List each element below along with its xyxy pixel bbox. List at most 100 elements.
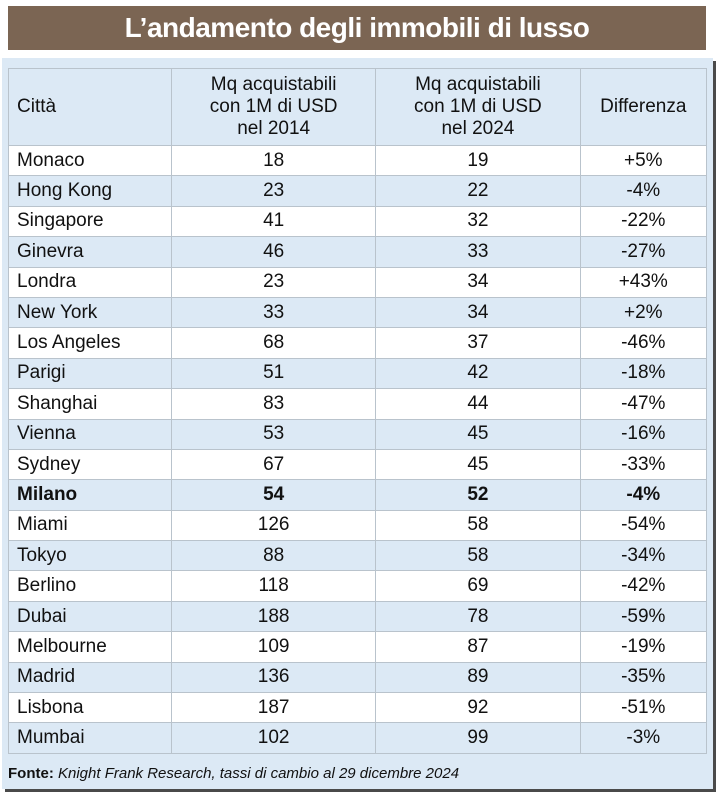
table-cell: Monaco <box>7 144 173 177</box>
table-cell: 54 <box>171 479 377 511</box>
table-cell: 126 <box>171 509 377 542</box>
table-cell: 22 <box>375 175 581 207</box>
table-cell: Londra <box>7 266 173 298</box>
column-header-text: Città <box>17 96 57 117</box>
table-cell: -19% <box>579 631 708 663</box>
title: L’andamento degli immobili di lusso <box>8 6 706 50</box>
table-cell: Melbourne <box>7 631 173 663</box>
table-row: Miami 126 58 -54% <box>7 509 708 542</box>
table-cell: -54% <box>579 509 708 542</box>
table-cell: 58 <box>375 540 581 572</box>
table-row: Lisbona 187 92 -51% <box>7 692 708 724</box>
table-cell: -16% <box>579 418 708 450</box>
table-row: Los Angeles 68 37 -46% <box>7 327 708 359</box>
table-cell: 23 <box>171 266 377 298</box>
table-cell: 46 <box>171 236 377 268</box>
table-row: Madrid 136 89 -35% <box>7 661 708 694</box>
table-cell: 45 <box>375 418 581 450</box>
table-cell: Ginevra <box>7 236 173 268</box>
table-cell: Milano <box>7 479 173 511</box>
footer-label: Fonte: <box>8 765 54 782</box>
column-header-text: Mq acquistabili con 1M di USD nel 2014 <box>209 74 338 139</box>
table-cell: -42% <box>579 570 708 602</box>
table-cell: 44 <box>375 388 581 420</box>
table-cell: Singapore <box>7 205 173 238</box>
table-cell: 37 <box>375 327 581 359</box>
table-cell: 187 <box>171 692 377 724</box>
table-cell: 34 <box>375 266 581 298</box>
table-row: Mumbai 102 99 -3% <box>7 722 708 754</box>
table-cell: +5% <box>579 144 708 177</box>
column-header-text: Mq acquistabili con 1M di USD nel 2024 <box>414 74 542 139</box>
table-cell: 23 <box>171 175 377 207</box>
table-cell: -27% <box>579 236 708 268</box>
table-cell: Berlino <box>7 570 173 602</box>
table-cell: 51 <box>171 357 377 390</box>
column-header: Differenza <box>579 68 708 146</box>
footer-source: Knight Frank Research, tassi di cambio a… <box>58 765 460 782</box>
table-cell: 188 <box>171 600 377 633</box>
table-cell: -51% <box>579 692 708 724</box>
table-cell: Dubai <box>7 600 173 633</box>
table-cell: 32 <box>375 205 581 238</box>
table-cell: Hong Kong <box>7 175 173 207</box>
table-cell: 33 <box>171 296 377 329</box>
table-cell: 69 <box>375 570 581 602</box>
table-cell: 33 <box>375 236 581 268</box>
table-cell: -47% <box>579 388 708 420</box>
table-cell: 68 <box>171 327 377 359</box>
table-cell: 78 <box>375 600 581 633</box>
table-cell: Shanghai <box>7 388 173 420</box>
table-cell: Tokyo <box>7 540 173 572</box>
table-cell: Parigi <box>7 357 173 390</box>
table-cell: Madrid <box>7 661 173 694</box>
table-cell: Sydney <box>7 448 173 481</box>
table-cell: 136 <box>171 661 377 694</box>
table-cell: 92 <box>375 692 581 724</box>
table-cell: -46% <box>579 327 708 359</box>
table-cell: -35% <box>579 661 708 694</box>
table-cell: Lisbona <box>7 692 173 724</box>
table-cell: 67 <box>171 448 377 481</box>
table-row: Berlino 118 69 -42% <box>7 570 708 602</box>
table-cell: 41 <box>171 205 377 238</box>
table-cell: 18 <box>171 144 377 177</box>
table-cell: 52 <box>375 479 581 511</box>
table-row: New York 33 34 +2% <box>7 296 708 329</box>
table-cell: -4% <box>579 479 708 511</box>
table-cell: 99 <box>375 722 581 754</box>
table-cell: -33% <box>579 448 708 481</box>
table-cell: 83 <box>171 388 377 420</box>
table-row: Ginevra 46 33 -27% <box>7 236 708 268</box>
table-cell: 102 <box>171 722 377 754</box>
column-header-text: Differenza <box>600 96 687 117</box>
table-row: Dubai 188 78 -59% <box>7 600 708 633</box>
table-cell: Mumbai <box>7 722 173 754</box>
column-header: Mq acquistabili con 1M di USD nel 2024 <box>375 68 581 146</box>
header-row: Città Mq acquistabili con 1M di USD nel 2… <box>7 68 708 146</box>
table-cell: Los Angeles <box>7 327 173 359</box>
table-row: Melbourne 109 87 -19% <box>7 631 708 663</box>
table-row: Tokyo 88 58 -34% <box>7 540 708 572</box>
table-row: Milano 54 52 -4% <box>7 479 708 511</box>
table-row: Singapore 41 32 -22% <box>7 205 708 238</box>
table-cell: -22% <box>579 205 708 238</box>
column-header: Città <box>7 68 173 146</box>
table-row: Hong Kong 23 22 -4% <box>7 175 708 207</box>
table-row: Sydney 67 45 -33% <box>7 448 708 481</box>
table-cell: -4% <box>579 175 708 207</box>
table-cell: -34% <box>579 540 708 572</box>
table-cell: 58 <box>375 509 581 542</box>
table-row: Shanghai 83 44 -47% <box>7 388 708 420</box>
table-cell: 87 <box>375 631 581 663</box>
table-cell: +2% <box>579 296 708 329</box>
table-cell: 42 <box>375 357 581 390</box>
column-header: Mq acquistabili con 1M di USD nel 2014 <box>171 68 377 146</box>
table-cell: 53 <box>171 418 377 450</box>
table-cell: -18% <box>579 357 708 390</box>
table-cell: 118 <box>171 570 377 602</box>
table-row: Monaco 18 19 +5% <box>7 144 708 177</box>
table-row: Londra 23 34 +43% <box>7 266 708 298</box>
table-cell: 19 <box>375 144 581 177</box>
table-cell: +43% <box>579 266 708 298</box>
